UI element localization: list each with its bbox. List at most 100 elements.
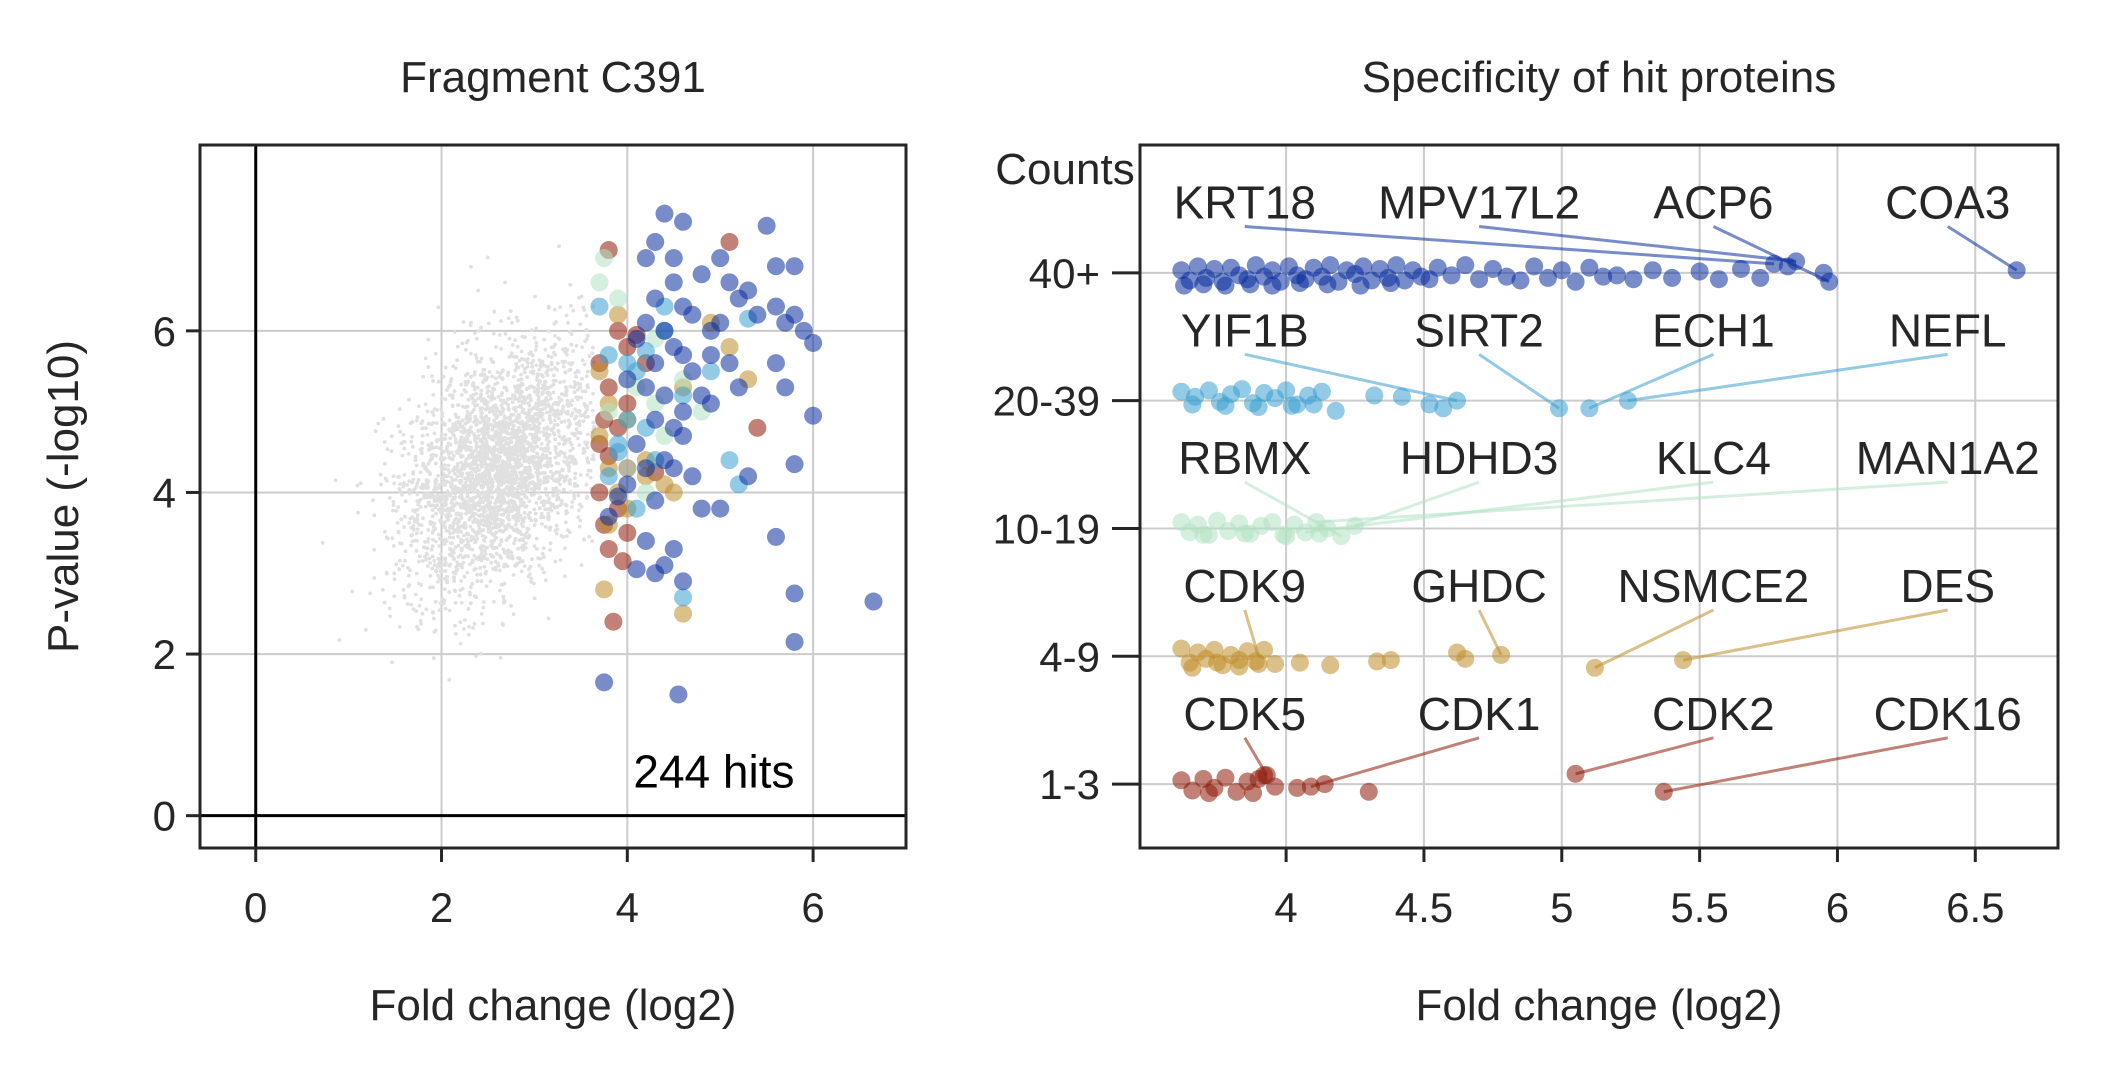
background-protein-point [448, 531, 452, 536]
background-protein-point [462, 627, 466, 631]
background-protein-point [556, 412, 561, 417]
background-protein-point [471, 514, 476, 518]
background-protein-point [487, 471, 492, 476]
background-protein-point [463, 373, 468, 378]
background-protein-point [475, 359, 480, 364]
background-protein-point [435, 421, 439, 425]
hit-point-40+ [785, 455, 804, 474]
background-protein-point [468, 448, 473, 453]
background-protein-point [411, 524, 416, 528]
hit-point-40+ [627, 329, 646, 348]
background-protein-point [372, 513, 377, 518]
background-protein-point [438, 445, 443, 450]
hit-point-10-19 [609, 289, 628, 308]
background-protein-point [495, 453, 499, 458]
background-protein-point [477, 474, 481, 478]
background-protein-point [534, 482, 538, 487]
background-protein-point [538, 506, 542, 511]
background-protein-point [509, 479, 514, 484]
background-protein-point [455, 567, 460, 572]
background-protein-point [481, 605, 486, 610]
category-point-40+ [1354, 257, 1373, 276]
left-x-tick-label: 2 [430, 884, 453, 931]
background-protein-point [459, 435, 464, 439]
background-protein-point [553, 528, 558, 533]
hit-point-40+ [692, 265, 711, 284]
background-protein-point [510, 400, 515, 405]
background-protein-point [506, 513, 511, 517]
background-protein-point [493, 546, 498, 550]
protein-label-man1a2: MAN1A2 [1856, 432, 2040, 484]
background-protein-point [512, 486, 517, 491]
category-point-4-9 [1230, 657, 1249, 676]
background-protein-point [471, 626, 475, 630]
background-protein-point [533, 294, 537, 299]
background-protein-point [479, 411, 484, 415]
background-protein-point [582, 402, 587, 406]
background-protein-point [411, 607, 416, 612]
background-protein-point [420, 441, 425, 445]
background-protein-point [506, 463, 511, 467]
background-protein-point [475, 336, 479, 341]
background-protein-point [513, 368, 518, 373]
background-protein-point [576, 370, 581, 374]
background-protein-point [470, 560, 475, 565]
background-protein-point [499, 472, 503, 476]
background-protein-point [537, 563, 542, 568]
background-protein-point [545, 442, 550, 447]
background-protein-point [410, 480, 415, 485]
background-protein-point [443, 483, 447, 487]
background-protein-point [591, 420, 596, 425]
background-protein-point [558, 558, 563, 562]
background-protein-point [541, 503, 546, 508]
background-protein-point [580, 376, 584, 381]
background-protein-point [493, 421, 498, 426]
background-protein-point [432, 616, 436, 621]
background-protein-point [533, 517, 538, 522]
right-y-tick-label: 10-19 [993, 505, 1100, 552]
background-protein-point [431, 528, 436, 533]
background-protein-point [490, 374, 494, 379]
background-protein-point [451, 468, 455, 473]
background-protein-point [397, 474, 401, 479]
background-protein-point [463, 480, 468, 485]
background-protein-point [464, 416, 469, 421]
background-protein-point [411, 470, 416, 474]
background-protein-point [459, 474, 464, 478]
background-protein-point [430, 554, 435, 559]
leader-line-des [1682, 608, 1949, 662]
background-protein-point [468, 515, 473, 520]
background-protein-point [542, 387, 547, 392]
background-protein-point [520, 334, 525, 339]
background-protein-point [495, 442, 499, 447]
background-protein-point [426, 492, 431, 496]
background-protein-point [459, 524, 464, 529]
background-protein-point [516, 385, 520, 389]
background-protein-point [499, 512, 503, 517]
background-protein-point [448, 383, 452, 388]
background-protein-point [440, 569, 444, 573]
background-protein-point [453, 601, 458, 605]
background-protein-point [452, 575, 456, 580]
background-protein-point [549, 367, 554, 372]
background-protein-point [498, 523, 502, 528]
background-protein-point [585, 383, 590, 388]
background-protein-point [465, 537, 469, 542]
hit-point-4-9 [609, 305, 628, 324]
background-protein-point [443, 437, 448, 441]
category-point-40+ [1690, 262, 1709, 281]
background-protein-point [514, 437, 519, 441]
background-protein-point [578, 431, 583, 435]
background-protein-point [480, 471, 485, 476]
background-protein-point [479, 579, 484, 584]
background-protein-point [376, 421, 381, 426]
right-y-tick-label: 40+ [1029, 250, 1100, 297]
hit-point-40+ [720, 354, 739, 373]
background-protein-point [415, 527, 420, 532]
background-protein-point [478, 420, 482, 425]
background-protein-point [449, 475, 454, 480]
background-protein-point [517, 399, 521, 404]
background-protein-point [510, 427, 515, 432]
background-protein-point [573, 416, 577, 421]
background-protein-point [566, 321, 570, 325]
